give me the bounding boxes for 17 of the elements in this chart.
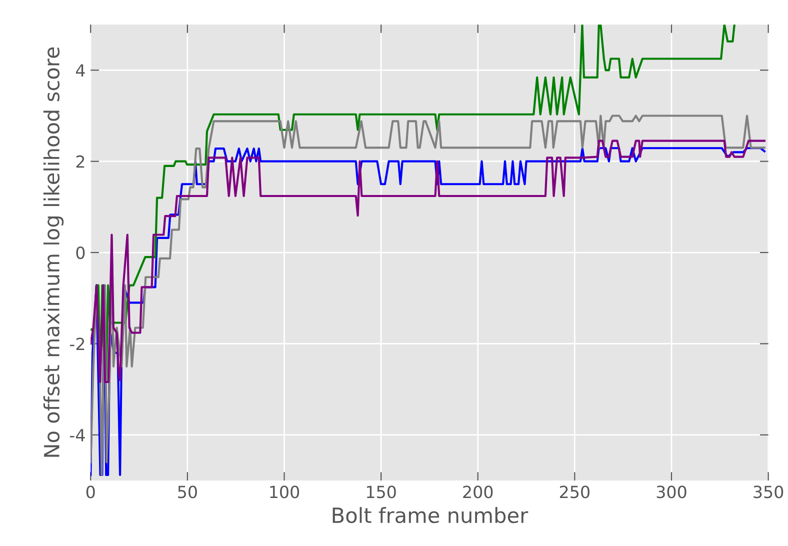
line-series (90, 24, 736, 384)
y-tick-label: -4 (70, 429, 85, 442)
y-tick-label: 0 (76, 246, 85, 260)
x-axis-title: Bolt frame number (332, 507, 528, 524)
x-tick-label: 100 (270, 486, 300, 498)
y-tick-label: -2 (70, 338, 84, 350)
x-tick-label: 50 (178, 486, 197, 498)
y-tick-label: 4 (76, 64, 85, 76)
line-series (90, 140, 766, 384)
x-tick-label: 200 (463, 486, 493, 498)
x-tick-label: 300 (656, 486, 686, 498)
x-tick-label: 250 (560, 486, 590, 498)
x-tick-label: 150 (366, 486, 396, 498)
x-tick-label: 0 (86, 486, 95, 498)
y-tick-label: 2 (76, 155, 84, 168)
y-axis-title: No offset maximum log likelihood score (43, 47, 64, 457)
x-tick-label: 350 (754, 486, 784, 498)
